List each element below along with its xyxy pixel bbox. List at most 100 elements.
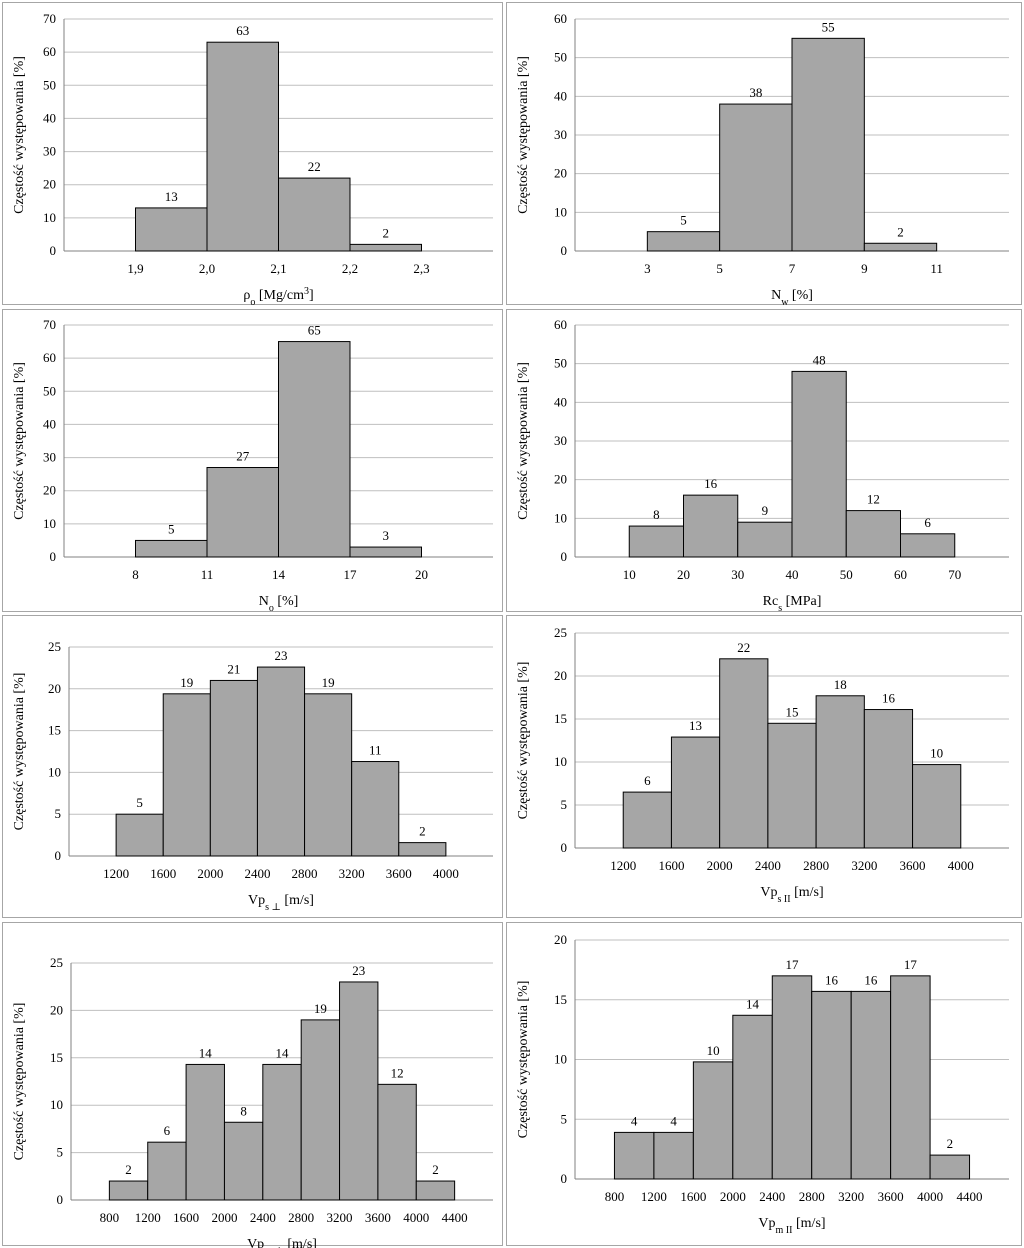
y-tick-label: 50 <box>43 383 56 398</box>
y-tick-label: 15 <box>554 992 567 1007</box>
histogram-bar <box>135 539 208 558</box>
histogram-bar <box>670 736 721 849</box>
y-tick-label: 25 <box>554 625 567 640</box>
x-tick-label: 2800 <box>292 866 318 881</box>
bar-data-label: 22 <box>737 640 750 655</box>
histogram-bar <box>115 813 164 857</box>
bar-data-label: 48 <box>813 352 826 367</box>
histogram-bar <box>850 990 892 1180</box>
histogram-bar <box>278 341 351 558</box>
x-tick-label: 60 <box>894 567 907 582</box>
chart-svg-vp-s-parallel: 0 5 10 15 20 25 6 13 22 15 18 16 10 1200 1600 2000 2400 2… <box>516 625 1009 905</box>
x-tick-label: 11 <box>201 567 214 582</box>
y-tick-label: 60 <box>43 44 56 59</box>
bar-data-label: 55 <box>822 19 835 34</box>
histogram-bar <box>845 510 901 558</box>
x-tick-label: 17 <box>344 567 358 582</box>
y-axis-label: Częstość występowania [%] <box>12 1003 27 1161</box>
bar-data-label: 11 <box>369 743 382 758</box>
x-tick-label: 3200 <box>327 1210 353 1225</box>
bar-data-label: 6 <box>164 1123 171 1138</box>
chart-panel-vp-s-parallel: 0 5 10 15 20 25 6 13 22 15 18 16 10 1200 1600 2000 2400 2… <box>506 615 1022 918</box>
y-tick-label: 20 <box>43 483 56 498</box>
y-tick-label: 70 <box>43 11 56 26</box>
x-tick-label: 3200 <box>838 1189 864 1204</box>
histogram-bar <box>304 693 353 857</box>
bar-data-label: 2 <box>897 224 904 239</box>
x-axis-label: Vps II [m/s] <box>760 885 823 905</box>
bar-data-label: 18 <box>834 677 847 692</box>
bar-data-label: 19 <box>314 1001 327 1016</box>
histogram-bar <box>811 990 852 1180</box>
x-tick-label: 3600 <box>386 866 412 881</box>
x-tick-label: 2400 <box>755 858 781 873</box>
x-tick-label: 1,9 <box>127 261 143 276</box>
chart-svg-compressive-strength: 0 10 20 30 40 50 60 8 16 9 48 12 6 10 20 30 40 50 60 70 Rcs … <box>516 317 1009 614</box>
y-tick-label: 0 <box>50 549 57 564</box>
y-tick-label: 5 <box>55 806 62 821</box>
x-tick-label: 3200 <box>339 866 365 881</box>
x-tick-label: 50 <box>840 567 853 582</box>
chart-panel-vp-s-perpendicular: 0 5 10 15 20 25 5 19 21 23 19 11 2 1200 1600 2000 2400 28… <box>2 615 503 918</box>
x-tick-label: 3200 <box>851 858 877 873</box>
bar-data-label: 19 <box>180 675 193 690</box>
x-tick-label: 1200 <box>610 858 636 873</box>
y-tick-label: 50 <box>554 356 567 371</box>
y-tick-label: 5 <box>561 1111 568 1126</box>
x-tick-label: 4400 <box>957 1189 983 1204</box>
x-tick-label: 2,1 <box>270 261 286 276</box>
x-tick-label: 2000 <box>720 1189 746 1204</box>
chart-panel-compressive-strength: 0 10 20 30 40 50 60 8 16 9 48 12 6 10 20 30 40 50 60 70 Rcs … <box>506 309 1022 614</box>
y-tick-label: 20 <box>554 668 567 683</box>
histogram-bar <box>622 791 672 849</box>
y-tick-label: 40 <box>43 416 56 431</box>
bar-data-label: 16 <box>704 476 718 491</box>
histogram-bar <box>223 1121 264 1201</box>
histogram-bar <box>209 679 258 857</box>
x-tick-label: 2000 <box>707 858 733 873</box>
bar-data-label: 8 <box>240 1103 247 1118</box>
y-tick-label: 10 <box>43 210 56 225</box>
histogram-bar <box>791 370 847 558</box>
bar-data-label: 6 <box>924 515 931 530</box>
chart-panel-water-absorption: 0 10 20 30 40 50 60 5 38 55 2 3 5 7 9 11 Nw [%] Częstość … <box>506 2 1022 308</box>
bar-data-label: 14 <box>199 1045 213 1060</box>
x-tick-label: 3 <box>644 261 651 276</box>
x-tick-label: 3600 <box>878 1189 904 1204</box>
histogram-bar <box>646 231 721 252</box>
x-tick-label: 800 <box>100 1210 120 1225</box>
y-tick-label: 40 <box>554 394 567 409</box>
bar-data-label: 10 <box>930 746 943 761</box>
bar-data-label: 14 <box>276 1045 290 1060</box>
bar-data-label: 17 <box>786 957 800 972</box>
histogram-bar <box>206 467 279 558</box>
y-axis-label: Częstość występowania [%] <box>516 662 531 820</box>
chart-svg-vp-s-perpendicular: 0 5 10 15 20 25 5 19 21 23 19 11 2 1200 1600 2000 2400 28… <box>12 639 493 913</box>
chart-panel-vp-m-parallel: 0 5 10 15 20 4 4 10 14 17 16 16 17 2 800 1200 1600 2000 24… <box>506 922 1022 1246</box>
x-tick-label: 4000 <box>917 1189 943 1204</box>
x-tick-label: 4000 <box>948 858 974 873</box>
histogram-bar <box>147 1141 187 1201</box>
bar-data-label: 6 <box>644 773 651 788</box>
y-tick-label: 30 <box>554 127 567 142</box>
histogram-bar <box>108 1180 149 1201</box>
y-tick-label: 10 <box>43 516 56 531</box>
histogram-bar <box>185 1063 225 1201</box>
bar-data-label: 2 <box>419 824 426 839</box>
bar-data-label: 16 <box>864 972 878 987</box>
histogram-bar <box>162 693 211 857</box>
bar-data-label: 63 <box>236 23 249 38</box>
histogram-bar <box>771 975 813 1180</box>
x-tick-label: 2,2 <box>342 261 358 276</box>
histogram-bar <box>929 1154 971 1180</box>
bar-data-label: 23 <box>275 648 288 663</box>
histogram-bar <box>206 41 279 252</box>
x-axis-label: Vps ⊥ [m/s] <box>248 893 314 913</box>
bar-data-label: 13 <box>689 718 702 733</box>
bar-data-label: 5 <box>136 795 143 810</box>
histogram-bar <box>613 1131 655 1180</box>
x-tick-label: 2,3 <box>413 261 429 276</box>
bar-data-label: 65 <box>308 323 321 338</box>
